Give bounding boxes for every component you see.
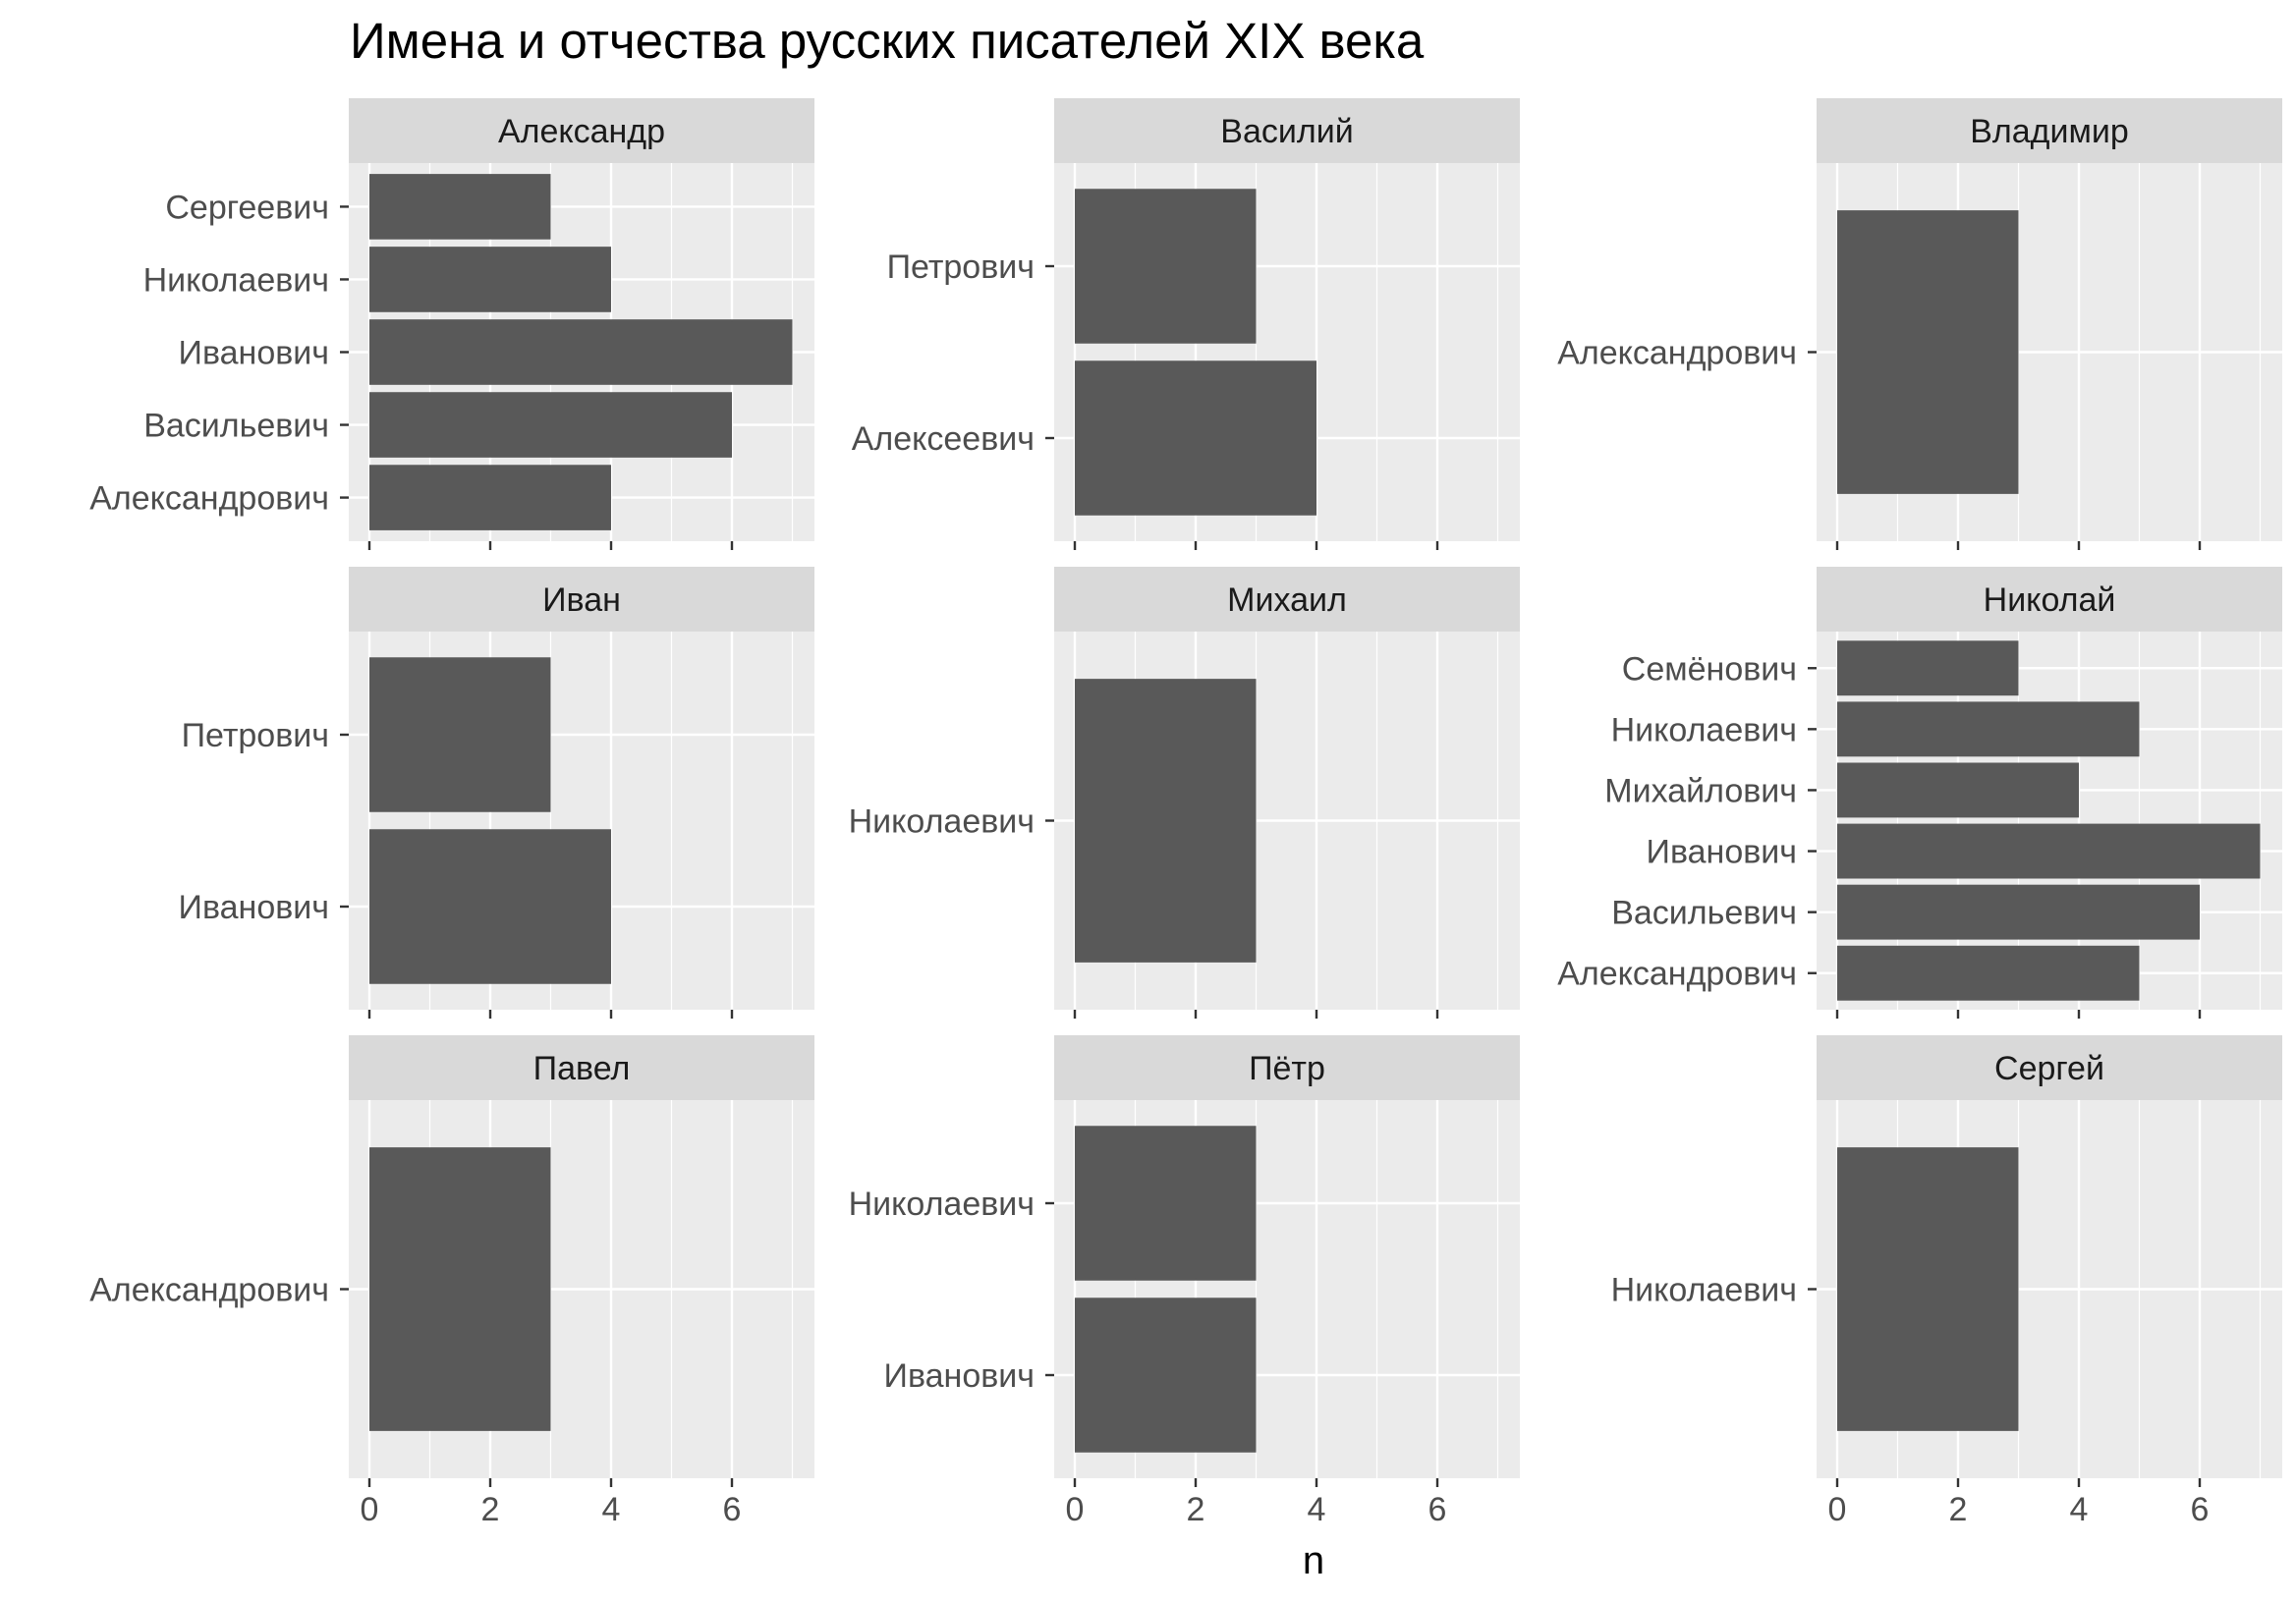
y-tick-label: Петрович [887, 249, 1035, 286]
y-tick-label: Васильевич [143, 408, 329, 445]
facet-panel: Александр Александрович Васильевич Иванович… [89, 98, 814, 550]
bar-александр-васильевич [369, 392, 732, 458]
bar-пётр-николаевич [1075, 1126, 1257, 1281]
y-tick-label: Иванович [179, 335, 329, 372]
y-tick-label: Николаевич [143, 261, 329, 299]
facet-panel: Николай Александрович Васильевич Иванович Ми… [1557, 567, 2282, 1019]
bar-василий-петрович [1075, 189, 1257, 344]
y-tick-label: Николаевич [849, 803, 1035, 841]
y-tick-label: Сергеевич [165, 189, 329, 226]
bar-михаил-николаевич [1075, 679, 1257, 963]
bar-николай-васильевич [1837, 884, 2200, 940]
y-tick-label: Иванович [1647, 834, 1797, 871]
x-tick-label: 4 [1308, 1491, 1326, 1528]
facet-strip-label: Сергей [1994, 1050, 2104, 1087]
y-tick-label: Александрович [89, 480, 329, 518]
bar-николай-семёнович [1837, 640, 2019, 696]
y-tick-label: Николаевич [849, 1186, 1035, 1223]
bar-владимир-александрович [1837, 210, 2019, 494]
bar-николай-александрович [1837, 945, 2140, 1001]
y-tick-label: Александрович [1557, 956, 1797, 993]
x-tick-label: 6 [2191, 1491, 2210, 1528]
x-tick-label: 4 [2070, 1491, 2089, 1528]
x-tick-label: 4 [602, 1491, 621, 1528]
y-tick-label: Алексеевич [852, 420, 1035, 458]
facet-strip-label: Иван [542, 581, 621, 619]
facet-strip-label: Николай [1984, 581, 2116, 619]
bar-николай-николаевич [1837, 701, 2140, 757]
x-tick-label: 2 [1949, 1491, 1968, 1528]
bar-александр-николаевич [369, 247, 611, 312]
x-tick-label: 6 [1428, 1491, 1447, 1528]
y-tick-label: Михайлович [1604, 772, 1797, 809]
y-tick-label: Александрович [89, 1272, 329, 1309]
x-tick-label: 0 [1828, 1491, 1847, 1528]
facet-strip [1817, 567, 2282, 632]
y-tick-label: Иванович [884, 1357, 1035, 1395]
bar-александр-сергеевич [369, 174, 551, 240]
facet-strip [1054, 1035, 1520, 1100]
bar-павел-александрович [369, 1147, 551, 1431]
y-tick-label: Петрович [182, 717, 329, 754]
facet-strip-label: Александр [498, 113, 665, 150]
facet-panel: Владимир Александрович [1557, 98, 2282, 550]
bar-пётр-иванович [1075, 1298, 1257, 1453]
facet-strip [1817, 98, 2282, 163]
bar-сергей-николаевич [1837, 1147, 2019, 1431]
facet-strip [349, 1035, 814, 1100]
bar-александр-александрович [369, 465, 611, 530]
bar-иван-иванович [369, 829, 611, 984]
bar-николай-иванович [1837, 823, 2261, 879]
bar-василий-алексеевич [1075, 360, 1316, 516]
x-tick-label: 2 [1187, 1491, 1205, 1528]
x-tick-label: 2 [481, 1491, 500, 1528]
x-tick-label: 6 [723, 1491, 742, 1528]
facet-strip-label: Пётр [1249, 1050, 1325, 1087]
y-tick-label: Иванович [179, 889, 329, 926]
facet-strip [1054, 567, 1520, 632]
bar-иван-петрович [369, 657, 551, 812]
facet-strip-label: Михаил [1227, 581, 1347, 619]
bar-александр-иванович [369, 319, 793, 385]
facet-panel: Иван Иванович Петрович [179, 567, 814, 1019]
y-tick-label: Васильевич [1611, 895, 1797, 932]
x-tick-label: 0 [361, 1491, 379, 1528]
x-axis-label: n [1303, 1539, 1324, 1582]
facet-strip-label: Василий [1220, 113, 1353, 150]
facet-strip [1817, 1035, 2282, 1100]
facet-strip-label: Павел [533, 1050, 631, 1087]
facet-strip [349, 98, 814, 163]
facet-strip-label: Владимир [1970, 113, 2129, 150]
y-tick-label: Николаевич [1611, 1272, 1797, 1309]
facet-panel: Пётр Иванович Николаевич 0 2 4 6 [849, 1035, 1520, 1528]
y-tick-label: Николаевич [1611, 711, 1797, 748]
bar-николай-михайлович [1837, 762, 2079, 818]
y-tick-label: Семёнович [1622, 650, 1797, 688]
chart-title: Имена и отчества русских писателей XIX в… [350, 13, 1425, 69]
facet-strip [1054, 98, 1520, 163]
facet-panel: Павел Александрович 0 2 4 6 [89, 1035, 814, 1528]
facet-strip [349, 567, 814, 632]
facet-panel: Василий Алексеевич Петрович [852, 98, 1520, 550]
facet-panel: Михаил Николаевич [849, 567, 1520, 1019]
y-tick-label: Александрович [1557, 335, 1797, 372]
facet-panel: Сергей Николаевич 0 2 4 6 [1611, 1035, 2282, 1528]
x-tick-label: 0 [1066, 1491, 1085, 1528]
